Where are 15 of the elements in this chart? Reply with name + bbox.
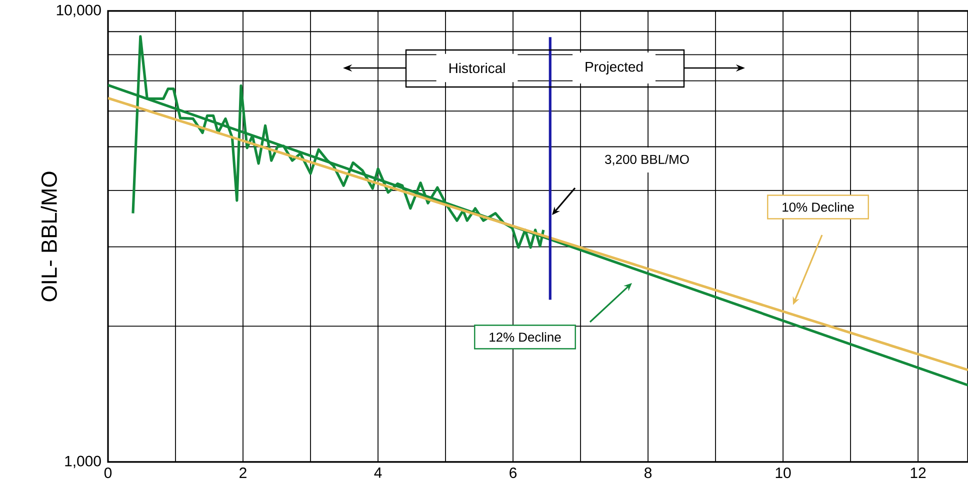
x-tick-label: 12 — [910, 468, 926, 478]
y-axis-title: OIL- BBL/MO — [40, 172, 57, 302]
annotation: Historical — [449, 62, 505, 74]
y-tick-label: 10,000 — [56, 4, 101, 18]
annotation: 12% Decline — [490, 332, 561, 342]
x-tick-label: 8 — [644, 468, 652, 478]
x-tick-label: 2 — [240, 468, 246, 478]
x-tick-label: 6 — [510, 468, 517, 478]
x-tick-label: 4 — [374, 468, 382, 478]
annotation: 3,200 BBL/MO — [605, 154, 689, 166]
annotation: Projected — [586, 61, 643, 74]
x-tick-label: 10 — [776, 468, 791, 478]
x-tick-label: 0 — [104, 468, 112, 478]
annotation: 10% Decline — [782, 202, 854, 212]
y-tick-label: 1,000 — [65, 456, 101, 468]
